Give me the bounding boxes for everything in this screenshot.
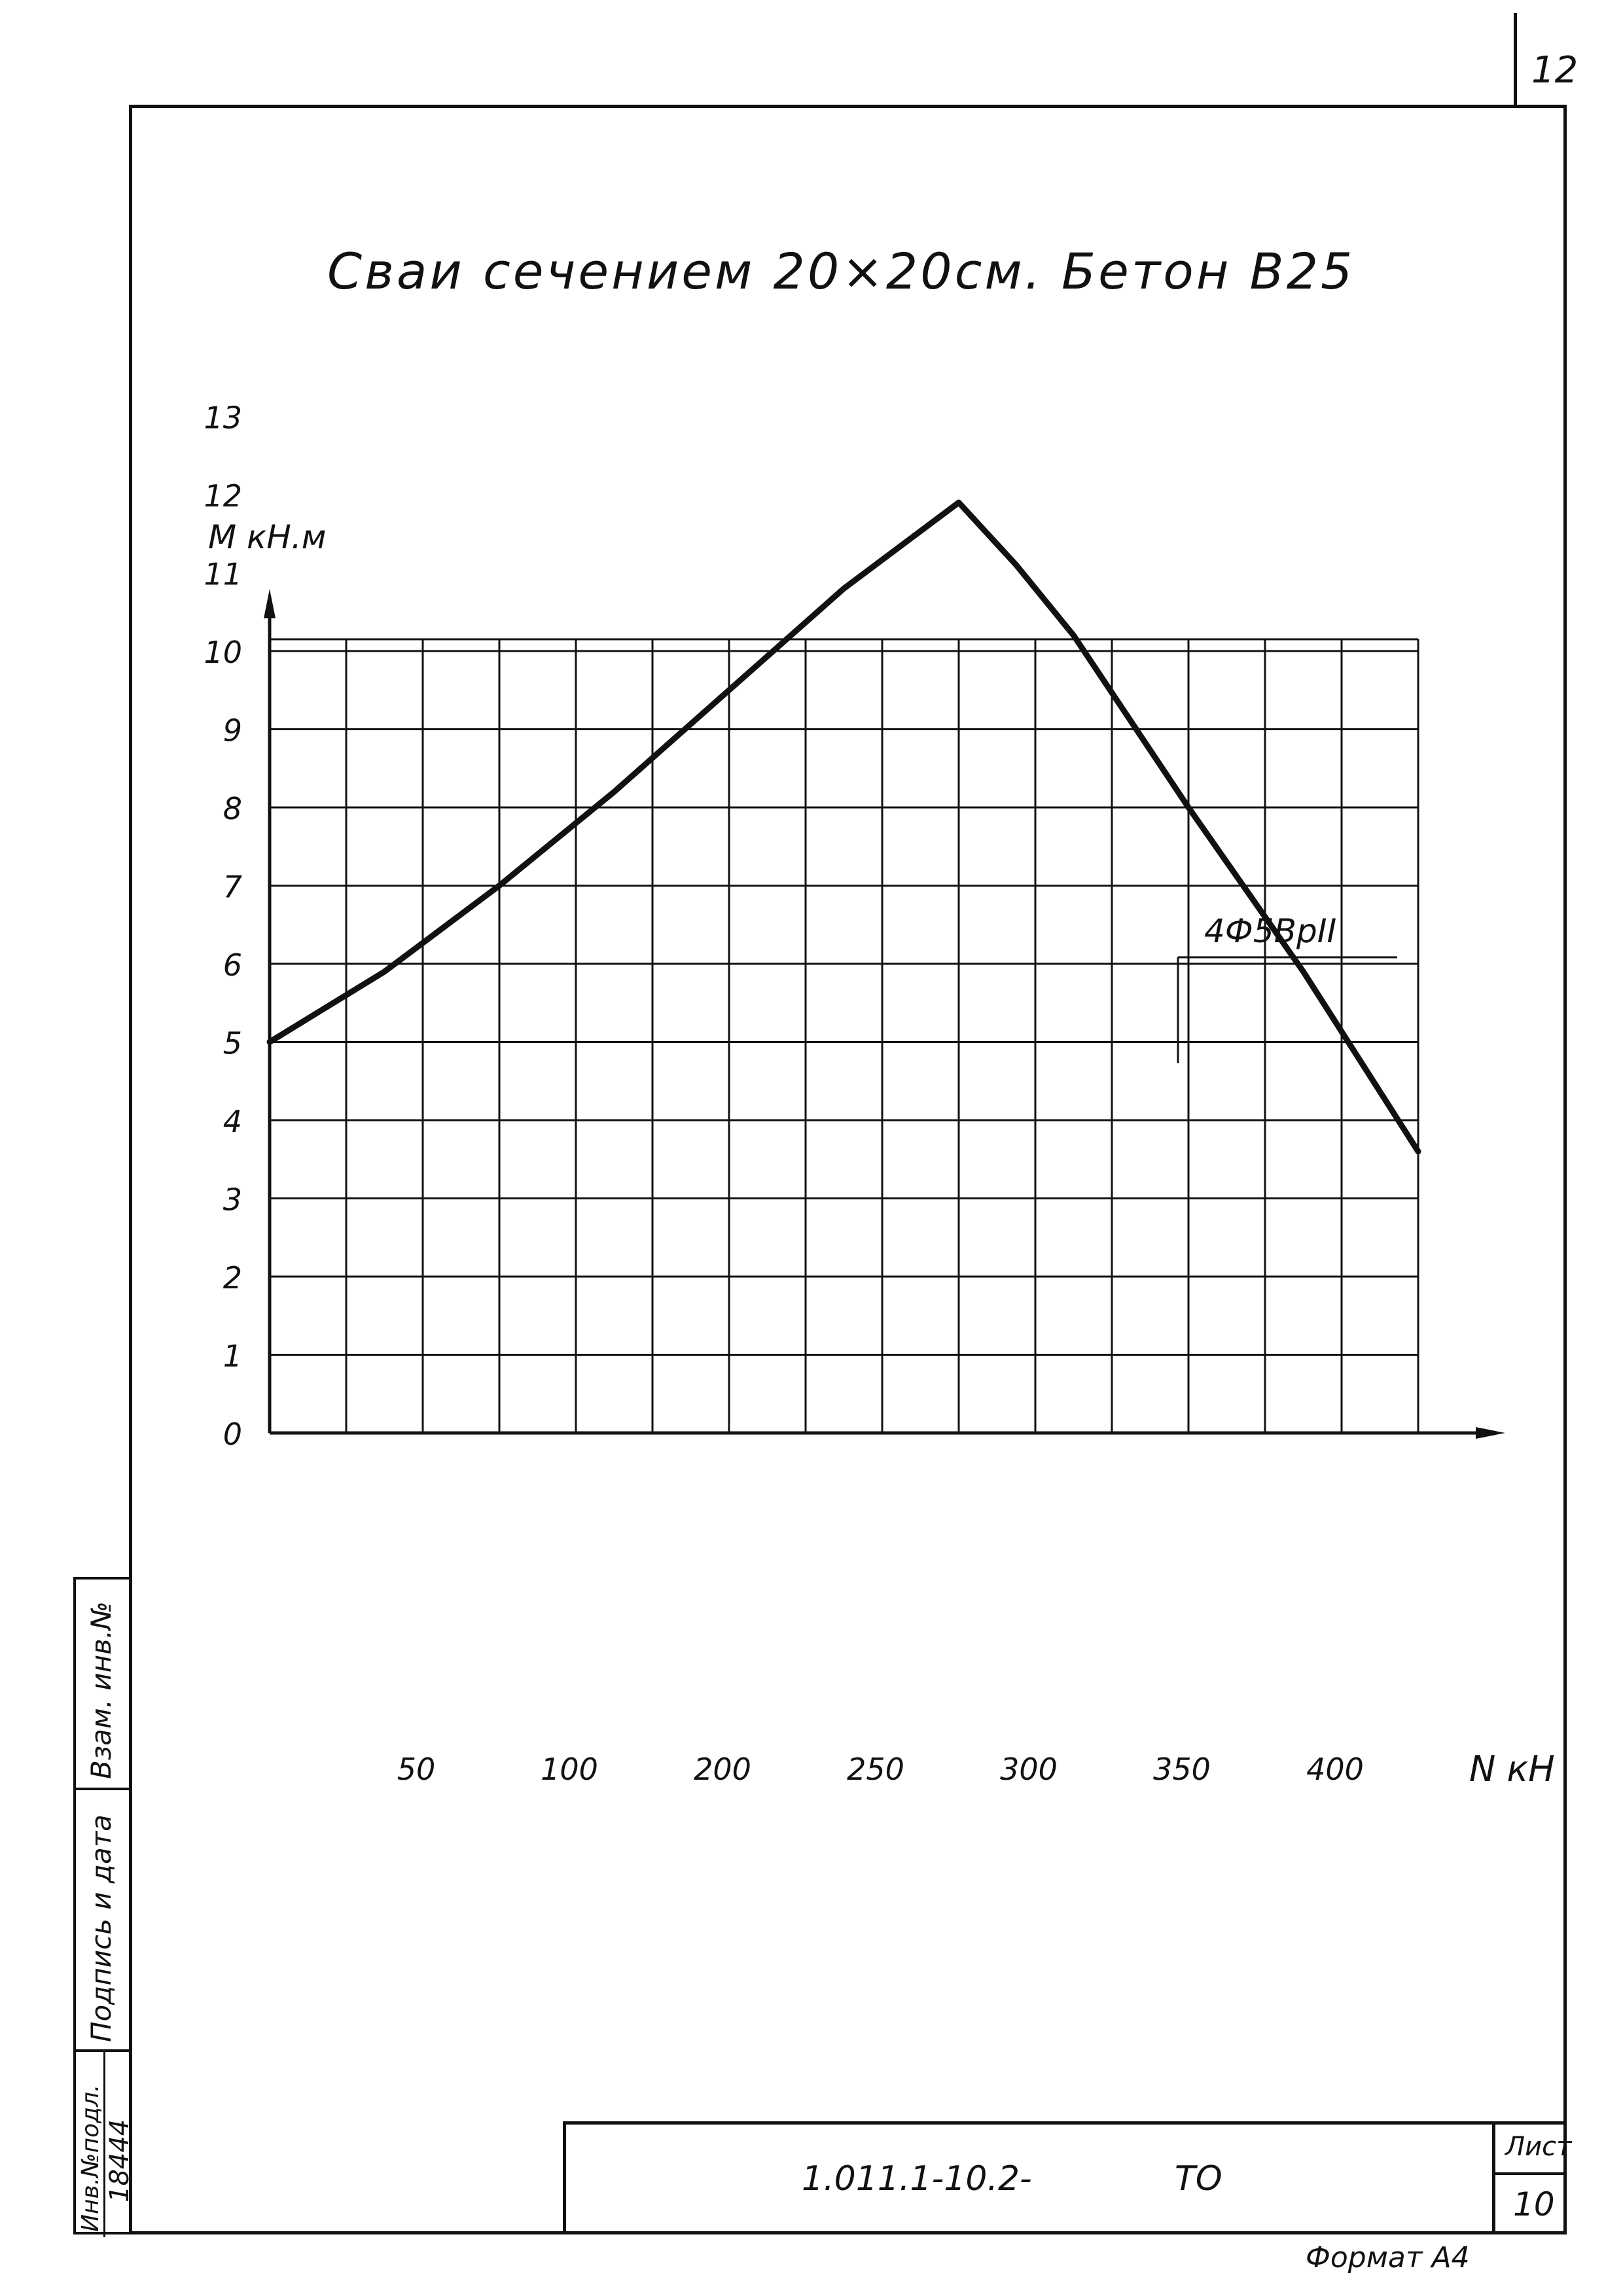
title-block-divider [1492,2121,1495,2234]
page-number: 12 [1531,49,1578,92]
series-layer [266,499,1421,1155]
page-number-divider [1514,13,1517,108]
x-tick-label: 250 [847,1752,904,1787]
inv-podl-value: 18444 [105,2119,132,2202]
x-axis-arrow [1476,1427,1505,1439]
stamp-cell-inv-podl: Инв.№подл. 18444 [76,2052,132,2237]
x-tick-label: 350 [1153,1752,1211,1787]
y-tick-label: 13 [204,400,242,436]
stamp-divider [76,1788,132,1790]
stamp-column: Взам. инв.№ Подпись и дата Инв.№подл. 18… [73,1577,132,2237]
series-annotation: 4Ф5ВрII [1204,912,1336,950]
sheet-label: Лист [1505,2132,1572,2162]
sheet-frame [129,105,1567,2234]
y-tick-label: 3 [223,1182,242,1218]
stamp-divider-vertical [103,2049,105,2237]
stamp-cell-podpis: Подпись и дата [76,1790,132,2049]
y-tick-label: 12 [204,478,242,514]
vzam-inv-label: Взам. инв.№ [85,1601,117,1779]
y-tick-label: 11 [204,557,242,592]
x-tick-label: 300 [1000,1752,1058,1787]
x-tick-label: 400 [1306,1752,1364,1787]
title-block-sheet-divider [1492,2172,1567,2175]
series-line [266,499,1421,1155]
y-tick-label: 2 [223,1260,242,1296]
y-tick-label: 9 [223,713,242,749]
title-block [563,2121,1567,2234]
chart-title: Сваи сечением 20×20см. Бетон В25 [327,242,1355,300]
format-label: Формат А4 [1306,2241,1470,2274]
x-tick-label: 100 [541,1752,598,1787]
x-tick-label: 50 [397,1752,436,1787]
x-axis-label: N кН [1469,1748,1555,1790]
annotation-layer: 4Ф5ВрII [1177,912,1397,1063]
y-tick-label: 5 [223,1026,242,1061]
sheet-number: 10 [1513,2185,1555,2223]
y-tick-label: 10 [204,635,242,670]
document-suffix: ТО [1175,2159,1222,2199]
y-tick-label: 1 [223,1339,242,1374]
y-tick-label: 0 [223,1417,242,1452]
x-tick-label: 200 [694,1752,751,1787]
stamp-cell-vzam: Взам. инв.№ [76,1580,132,1788]
y-axis-label: M кН.м [208,518,326,556]
inv-podl-label: Инв.№подл. [77,2084,104,2232]
y-axis-arrow [264,589,276,618]
y-tick-label: 7 [223,870,242,905]
y-tick-label: 8 [223,791,242,826]
podpis-data-label: Подпись и дата [85,1814,117,2042]
axes [264,589,1505,1439]
y-tick-label: 4 [223,1104,242,1139]
y-tick-label: 6 [223,947,242,983]
document-code: 1.011.1-10.2- [802,2159,1032,2199]
grid [270,638,1419,1433]
